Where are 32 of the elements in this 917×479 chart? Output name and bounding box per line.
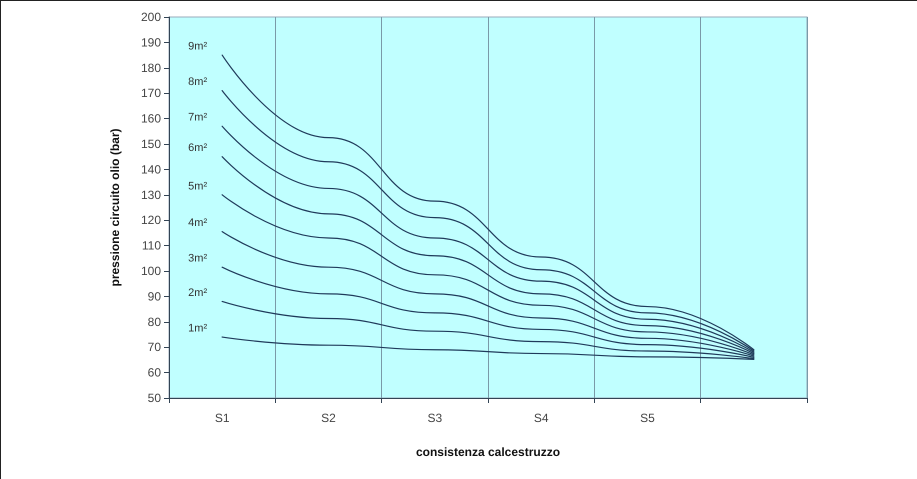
- x-tick-label: S2: [321, 411, 336, 425]
- series-label: 1m²: [188, 322, 208, 335]
- y-tick-label: 180: [140, 60, 162, 75]
- series-label: 4m²: [188, 217, 208, 230]
- x-tick-label: S5: [640, 411, 656, 425]
- x-axis-title: consistenza calcestruzzo: [416, 445, 560, 459]
- y-tick-label: 80: [148, 314, 162, 329]
- series-label: 2m²: [188, 286, 208, 299]
- x-tick-label: S4: [534, 411, 549, 425]
- series-label: 5m²: [188, 180, 208, 192]
- series-label: 9m²: [188, 40, 208, 53]
- series-label: 7m²: [188, 112, 208, 124]
- x-tick-label: S3: [427, 411, 442, 425]
- y-axis-title: pressione circuito olio (bar): [108, 128, 122, 287]
- y-tick-label: 60: [148, 366, 162, 380]
- y-tick-label: 110: [142, 238, 162, 253]
- y-tick-label: 200: [140, 10, 162, 24]
- y-tick-label: 90: [148, 289, 162, 304]
- y-tick-label: 170: [140, 86, 162, 100]
- y-tick-label: 100: [140, 264, 162, 278]
- y-tick-label: 70: [148, 340, 162, 354]
- series-label: 3m²: [188, 252, 208, 265]
- y-tick-label: 190: [140, 35, 162, 50]
- series-label: 8m²: [188, 76, 208, 88]
- y-tick-label: 120: [140, 213, 162, 228]
- y-tick-label: 150: [140, 137, 162, 151]
- y-tick-label: 140: [140, 162, 162, 176]
- y-tick-label: 160: [140, 112, 162, 126]
- y-tick-label: 130: [140, 188, 162, 202]
- y-tick-label: 50: [148, 391, 162, 405]
- series-label: 6m²: [188, 142, 208, 154]
- x-tick-label: S1: [214, 411, 230, 425]
